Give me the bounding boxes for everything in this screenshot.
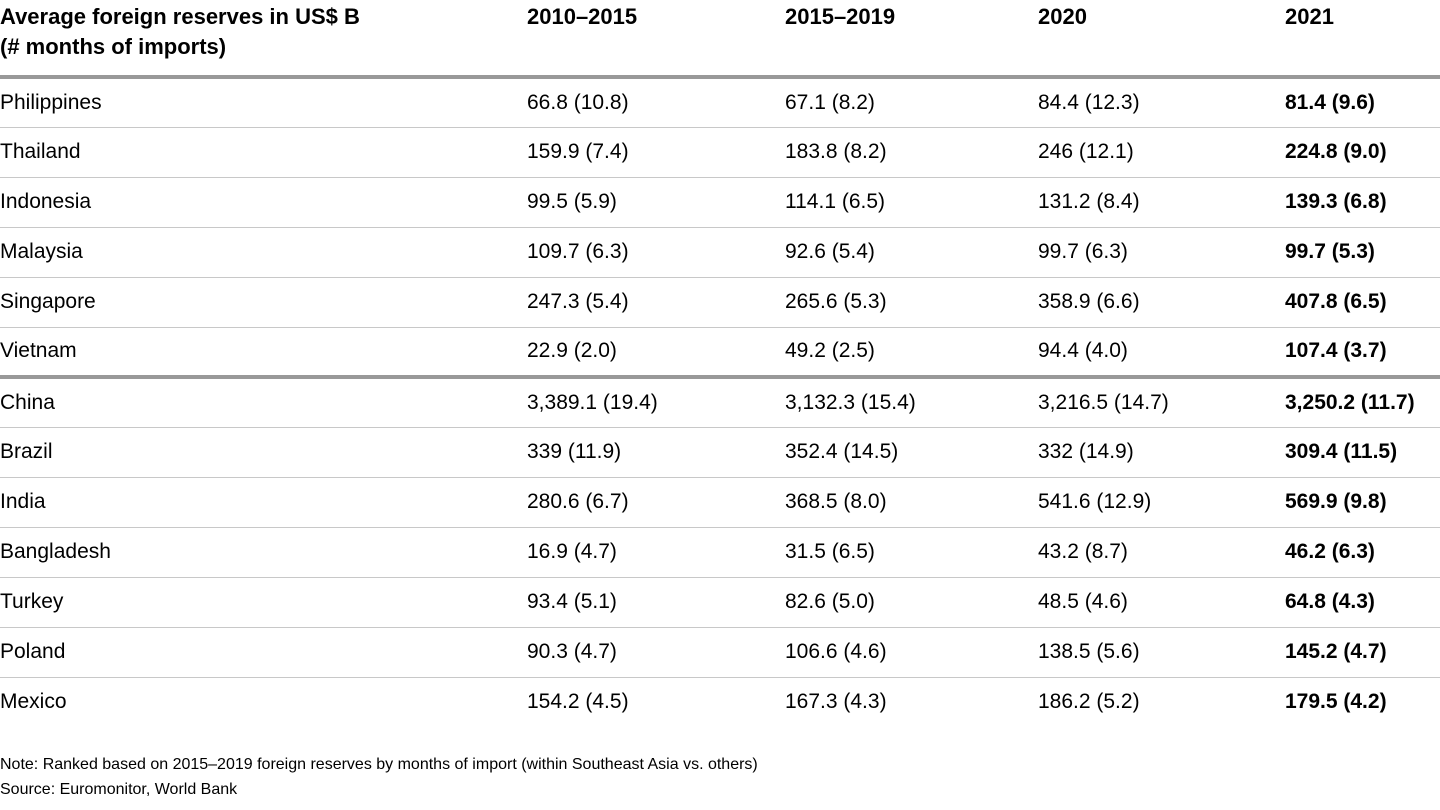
column-header-2015-2019: 2015–2019 (785, 0, 1038, 79)
table-row: China 3,389.1 (19.4) 3,132.3 (15.4) 3,21… (0, 377, 1440, 428)
value-cell-3: 3,250.2 (11.7) (1285, 377, 1440, 428)
value-cell-3: 309.4 (11.5) (1285, 427, 1440, 478)
value-cell-2: 3,216.5 (14.7) (1038, 377, 1285, 428)
country-cell: Brazil (0, 427, 527, 478)
table-row: Thailand 159.9 (7.4) 183.8 (8.2) 246 (12… (0, 127, 1440, 178)
value-cell-1: 3,132.3 (15.4) (785, 377, 1038, 428)
group-southeast-asia: Philippines 66.8 (10.8) 67.1 (8.2) 84.4 … (0, 77, 1440, 379)
table-row: Malaysia 109.7 (6.3) 92.6 (5.4) 99.7 (6.… (0, 227, 1440, 278)
table-row: Philippines 66.8 (10.8) 67.1 (8.2) 84.4 … (0, 77, 1440, 128)
value-cell-1: 183.8 (8.2) (785, 127, 1038, 178)
value-cell-2: 358.9 (6.6) (1038, 277, 1285, 328)
value-cell-2: 332 (14.9) (1038, 427, 1285, 478)
column-header-2020: 2020 (1038, 0, 1285, 79)
value-cell-3: 569.9 (9.8) (1285, 477, 1440, 528)
value-cell-1: 92.6 (5.4) (785, 227, 1038, 278)
value-cell-2: 541.6 (12.9) (1038, 477, 1285, 528)
value-cell-2: 99.7 (6.3) (1038, 227, 1285, 278)
value-cell-0: 93.4 (5.1) (527, 577, 785, 628)
country-cell: China (0, 377, 527, 428)
value-cell-1: 368.5 (8.0) (785, 477, 1038, 528)
value-cell-1: 67.1 (8.2) (785, 77, 1038, 128)
value-cell-2: 48.5 (4.6) (1038, 577, 1285, 628)
table-row: Brazil 339 (11.9) 352.4 (14.5) 332 (14.9… (0, 427, 1440, 478)
table-row: Indonesia 99.5 (5.9) 114.1 (6.5) 131.2 (… (0, 177, 1440, 228)
column-header-2021: 2021 (1285, 0, 1440, 79)
value-cell-3: 179.5 (4.2) (1285, 690, 1387, 714)
value-cell-0: 16.9 (4.7) (527, 527, 785, 578)
table-row: Singapore 247.3 (5.4) 265.6 (5.3) 358.9 … (0, 277, 1440, 328)
country-cell: Philippines (0, 77, 527, 128)
source-text: Source: Euromonitor, World Bank (0, 781, 238, 798)
value-cell-0: 66.8 (10.8) (527, 77, 785, 128)
country-cell: India (0, 477, 527, 528)
table-row: Turkey 93.4 (5.1) 82.6 (5.0) 48.5 (4.6) … (0, 577, 1440, 628)
value-cell-3: 139.3 (6.8) (1285, 177, 1440, 228)
value-cell-1: 167.3 (4.3) (785, 690, 887, 714)
foreign-reserves-table: Average foreign reserves in US$ B (# mon… (0, 0, 1440, 727)
value-cell-1: 106.6 (4.6) (785, 627, 1038, 678)
country-cell: Malaysia (0, 227, 527, 278)
value-cell-3: 107.4 (3.7) (1285, 327, 1440, 379)
value-cell-0: 109.7 (6.3) (527, 227, 785, 278)
value-cell-0: 22.9 (2.0) (527, 327, 785, 379)
value-cell-0: 159.9 (7.4) (527, 127, 785, 178)
table-title: Average foreign reserves in US$ B (# mon… (0, 0, 527, 79)
country-cell: Mexico (0, 690, 67, 714)
value-cell-3: 64.8 (4.3) (1285, 577, 1440, 628)
value-cell-2: 138.5 (5.6) (1038, 627, 1285, 678)
value-cell-2: 43.2 (8.7) (1038, 527, 1285, 578)
value-cell-0: 339 (11.9) (527, 427, 785, 478)
country-cell: Singapore (0, 277, 527, 328)
value-cell-2: 94.4 (4.0) (1038, 327, 1285, 379)
table-row: India 280.6 (6.7) 368.5 (8.0) 541.6 (12.… (0, 477, 1440, 528)
value-cell-3: 46.2 (6.3) (1285, 527, 1440, 578)
value-cell-3: 145.2 (4.7) (1285, 627, 1440, 678)
country-cell: Vietnam (0, 327, 527, 379)
value-cell-1: 352.4 (14.5) (785, 427, 1038, 478)
value-cell-2: 131.2 (8.4) (1038, 177, 1285, 228)
value-cell-0: 3,389.1 (19.4) (527, 377, 785, 428)
country-cell: Indonesia (0, 177, 527, 228)
country-cell: Poland (0, 627, 527, 678)
value-cell-0: 247.3 (5.4) (527, 277, 785, 328)
value-cell-1: 114.1 (6.5) (785, 177, 1038, 228)
value-cell-2: 186.2 (5.2) (1038, 690, 1140, 714)
value-cell-1: 265.6 (5.3) (785, 277, 1038, 328)
value-cell-3: 81.4 (9.6) (1285, 77, 1440, 128)
value-cell-0: 280.6 (6.7) (527, 477, 785, 528)
value-cell-0: 154.2 (4.5) (527, 690, 629, 714)
value-cell-1: 82.6 (5.0) (785, 577, 1038, 628)
country-cell: Turkey (0, 577, 527, 628)
value-cell-3: 407.8 (6.5) (1285, 277, 1440, 328)
value-cell-3: 99.7 (5.3) (1285, 227, 1440, 278)
table-row: Vietnam 22.9 (2.0) 49.2 (2.5) 94.4 (4.0)… (0, 327, 1440, 379)
country-cell: Bangladesh (0, 527, 527, 578)
country-cell: Thailand (0, 127, 527, 178)
table-row: Mexico 154.2 (4.5) 167.3 (4.3) 186.2 (5.… (0, 677, 1440, 727)
footnotes: Note: Ranked based on 2015–2019 foreign … (0, 752, 1440, 802)
value-cell-3: 224.8 (9.0) (1285, 127, 1440, 178)
table-row: Poland 90.3 (4.7) 106.6 (4.6) 138.5 (5.6… (0, 627, 1440, 678)
header-row: Average foreign reserves in US$ B (# mon… (0, 0, 1440, 79)
table-title-line1: Average foreign reserves in US$ B (0, 4, 360, 29)
value-cell-2: 246 (12.1) (1038, 127, 1285, 178)
value-cell-0: 90.3 (4.7) (527, 627, 785, 678)
table-row: Bangladesh 16.9 (4.7) 31.5 (6.5) 43.2 (8… (0, 527, 1440, 578)
value-cell-1: 49.2 (2.5) (785, 327, 1038, 379)
value-cell-2: 84.4 (12.3) (1038, 77, 1285, 128)
group-others: China 3,389.1 (19.4) 3,132.3 (15.4) 3,21… (0, 377, 1440, 727)
value-cell-1: 31.5 (6.5) (785, 527, 1038, 578)
value-cell-0: 99.5 (5.9) (527, 177, 785, 228)
column-header-2010-2015: 2010–2015 (527, 0, 785, 79)
table-title-line2: (# months of imports) (0, 34, 227, 59)
note-text: Note: Ranked based on 2015–2019 foreign … (0, 756, 758, 773)
